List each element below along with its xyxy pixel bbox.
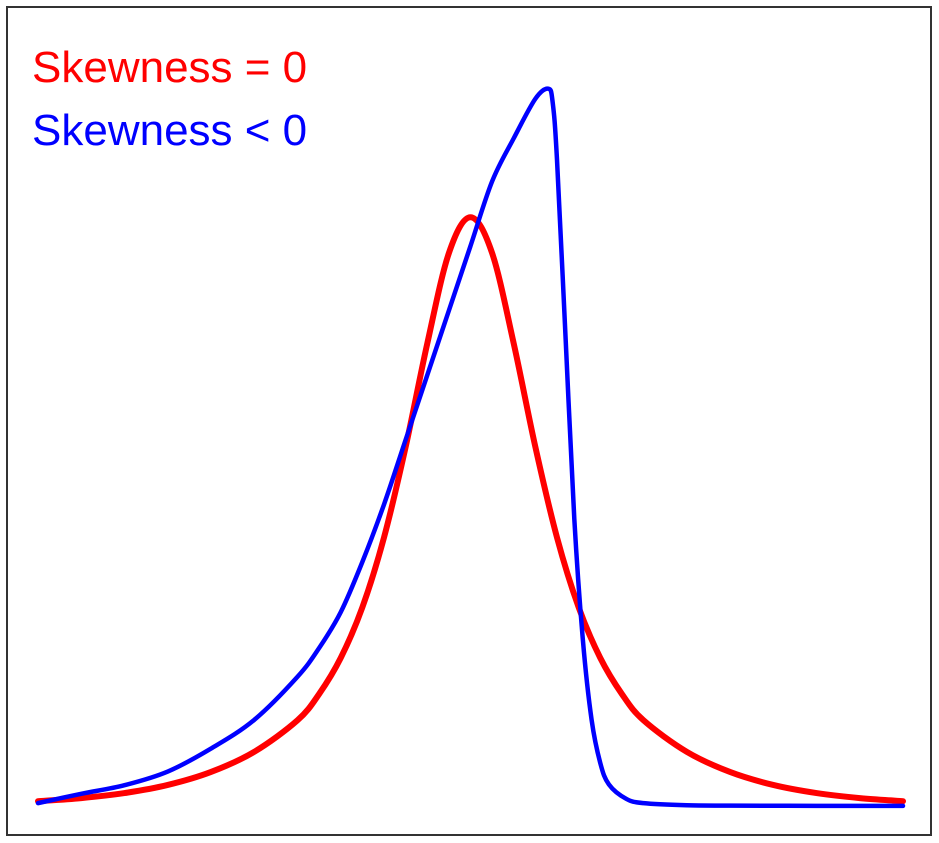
series-layer <box>35 86 906 809</box>
chart-frame <box>6 6 932 836</box>
series-line-skewness-zero <box>35 214 906 805</box>
legend: Skewness = 0 Skewness < 0 <box>32 43 307 155</box>
legend-entry-skewness-negative: Skewness < 0 <box>32 106 307 155</box>
legend-entry-skewness-zero: Skewness = 0 <box>32 43 307 92</box>
series-line-skewness-negative <box>35 86 906 809</box>
